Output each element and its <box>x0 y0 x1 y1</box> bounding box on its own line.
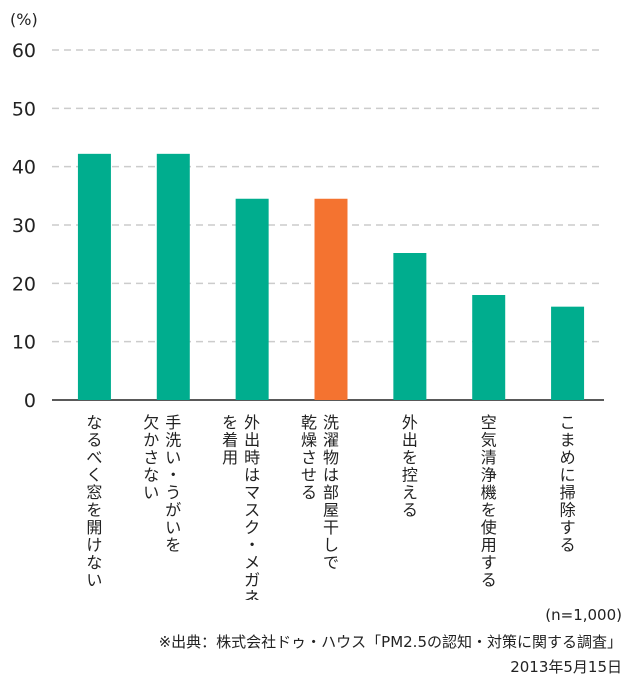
bar <box>393 253 427 400</box>
sample-size-note: (n=1,000) <box>545 606 622 624</box>
x-category-label-line: 欠かさない <box>143 413 159 502</box>
source-note: ※出典：株式会社ドゥ・ハウス「PM2.5の認知・対策に関する調査」 <box>158 633 622 651</box>
y-tick-label: 50 <box>12 98 36 120</box>
bar <box>77 153 111 400</box>
x-category-label: 外出を控える <box>402 413 418 520</box>
y-tick-label: 40 <box>12 157 36 179</box>
y-tick-label: 20 <box>12 273 36 295</box>
bar <box>156 153 190 400</box>
bar-chart: (%) 0 10 20 30 40 50 60 なるべく窓を開けない 手洗い・うがいを欠かさな… <box>10 10 604 600</box>
x-category-label-line: 手洗い・うがいを <box>165 413 181 555</box>
x-category-label-line: こまめに掃除する <box>560 413 576 555</box>
y-tick-label: 10 <box>12 332 36 354</box>
x-category-label-line: なるべく窓を開けない <box>86 413 102 590</box>
x-category-label: なるべく窓を開けない <box>86 413 102 590</box>
bar <box>314 198 348 400</box>
y-tick-label: 60 <box>12 40 36 62</box>
x-category-label: こまめに掃除する <box>560 413 576 555</box>
x-category-label-line: 外出時はマスク・メガネ <box>244 413 260 600</box>
y-axis-unit-label: (%) <box>10 10 38 29</box>
y-tick-label: 0 <box>24 390 36 412</box>
bar <box>235 198 269 400</box>
x-category-label-line: 洗濯物は部屋干しで <box>323 413 339 572</box>
x-category-label: 空気清浄機を使用する <box>481 413 497 590</box>
survey-date: 2013年5月15日 <box>510 658 622 676</box>
y-tick-label: 30 <box>12 215 36 237</box>
x-category-label-line: 外出を控える <box>402 413 418 520</box>
x-category-label-line: 空気清浄機を使用する <box>481 413 497 590</box>
x-category-label-line: を着用 <box>222 413 238 467</box>
bar <box>472 295 506 400</box>
bar <box>551 306 585 400</box>
x-category-label-line: 乾燥させる <box>301 413 317 502</box>
